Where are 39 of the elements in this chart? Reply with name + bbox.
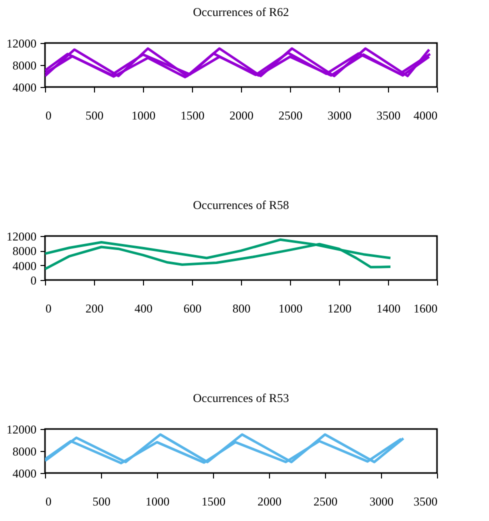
y-tick-label: 8000 <box>12 444 36 458</box>
y-tick-label: 4000 <box>12 258 36 273</box>
x-tick-label: 1000 <box>132 108 156 122</box>
y-tick-label: 12000 <box>6 230 36 244</box>
x-tick-label: 1400 <box>376 302 400 316</box>
x-tick-label: 2000 <box>230 108 254 122</box>
x-tick-label: 1500 <box>180 108 204 122</box>
y-tick-label: 4000 <box>12 80 36 94</box>
x-tick-label: 600 <box>184 302 202 316</box>
y-tick-label: 8000 <box>12 244 36 258</box>
y-tick-label: 8000 <box>12 58 36 72</box>
y-tick-label: 12000 <box>6 36 36 50</box>
y-tick-label: 12000 <box>6 422 36 436</box>
x-tick-label: 1500 <box>202 494 226 508</box>
x-tick-label: 3000 <box>370 494 394 508</box>
x-tick-label: 4000 <box>414 108 438 122</box>
chart-title: Occurrences of R62 <box>193 5 289 19</box>
y-tick-label: 0 <box>30 274 36 288</box>
x-tick-label: 1000 <box>278 302 302 316</box>
x-tick-label: 3000 <box>328 108 352 122</box>
x-tick-label: 2500 <box>314 494 338 508</box>
x-tick-label: 1200 <box>328 302 352 316</box>
x-tick-label: 0 <box>46 494 52 508</box>
x-tick-label: 2500 <box>278 108 302 122</box>
x-tick-label: 1000 <box>146 494 170 508</box>
x-tick-label: 0 <box>46 302 52 316</box>
x-tick-label: 200 <box>86 302 104 316</box>
x-tick-label: 1600 <box>414 302 438 316</box>
chart-title: Occurrences of R58 <box>193 198 289 212</box>
x-tick-label: 500 <box>92 494 110 508</box>
x-tick-label: 800 <box>232 302 250 316</box>
x-tick-label: 3500 <box>376 108 400 122</box>
x-tick-label: 500 <box>86 108 104 122</box>
y-tick-label: 4000 <box>12 466 36 480</box>
x-tick-label: 400 <box>134 302 152 316</box>
x-tick-label: 0 <box>46 108 52 122</box>
x-tick-label: 3500 <box>414 494 438 508</box>
chart-title: Occurrences of R53 <box>193 391 289 405</box>
x-tick-label: 2000 <box>258 494 282 508</box>
